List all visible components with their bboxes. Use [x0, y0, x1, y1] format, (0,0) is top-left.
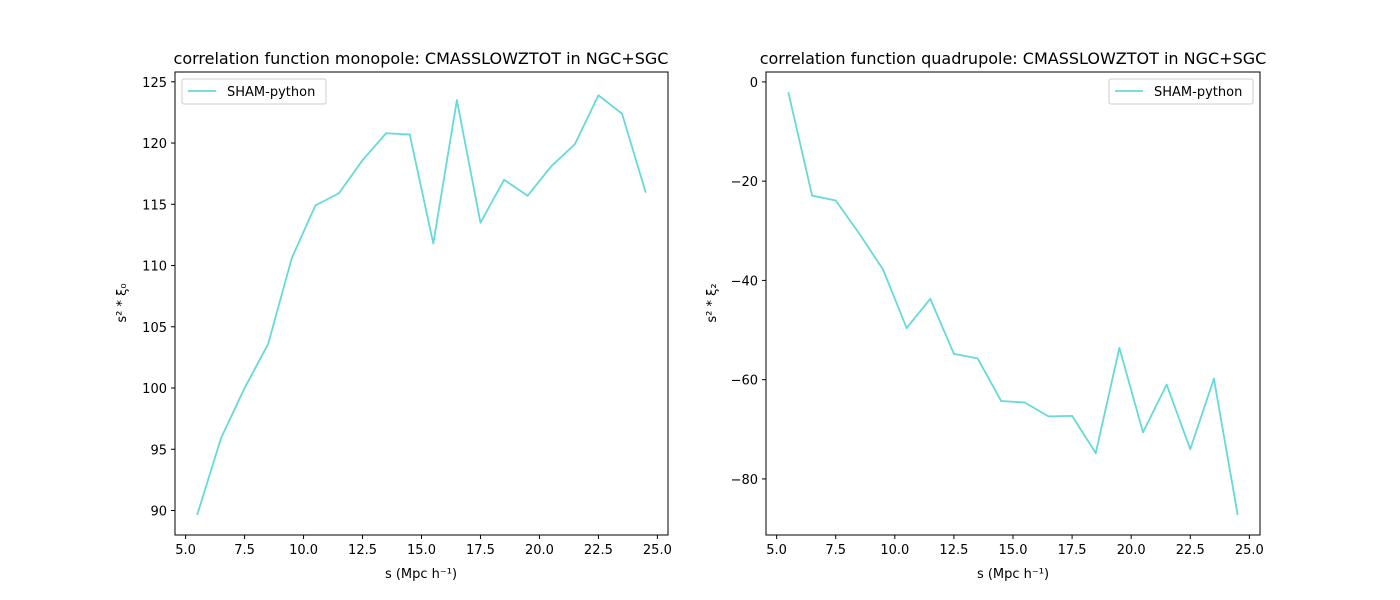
quadrupole-data-point	[976, 357, 979, 360]
monopole-panel: correlation function monopole: CMASSLOWZ…	[115, 49, 672, 582]
monopole-y-tick-label: 110	[142, 260, 167, 275]
monopole-data-point	[644, 191, 647, 193]
monopole-y-axis-label: s² * ξ₀	[115, 283, 130, 322]
quadrupole-data-point	[882, 268, 884, 271]
quadrupole-series-line	[787, 92, 1239, 515]
monopole-data-point	[597, 94, 600, 97]
monopole-y-tick-label: 105	[142, 321, 167, 336]
monopole-y-tick-label: 100	[142, 382, 167, 397]
quadrupole-y-tick-label: −20	[731, 175, 758, 190]
quadrupole-legend-label: SHAM-python	[1154, 85, 1242, 100]
monopole-legend-label: SHAM-python	[227, 85, 315, 100]
quadrupole-x-tick-label: 12.5	[939, 543, 968, 558]
quadrupole-data-point	[834, 199, 837, 202]
quadrupole-x-tick-label: 22.5	[1176, 543, 1205, 558]
monopole-x-ticks: 5.0 7.5 10.0 12.5 15.0 17.5 20.0 22.5 25.0	[175, 535, 672, 558]
monopole-y-tick-label: 90	[150, 505, 167, 520]
monopole-data-point	[573, 143, 576, 146]
monopole-data-point	[621, 112, 623, 115]
monopole-data-point	[243, 387, 246, 389]
quadrupole-y-tick-label: −60	[731, 374, 758, 389]
quadrupole-x-tick-label: 17.5	[1058, 543, 1087, 558]
quadrupole-y-ticks: 0 −20 −40 −60 −80	[731, 76, 766, 488]
quadrupole-data-point	[1142, 431, 1144, 434]
monopole-x-tick-label: 22.5	[584, 543, 613, 558]
quadrupole-x-tick-label: 10.0	[880, 543, 909, 558]
quadrupole-data-point	[1118, 347, 1121, 349]
quadrupole-axes-frame	[765, 71, 1261, 536]
quadrupole-x-tick-label: 5.0	[766, 543, 787, 558]
monopole-data-point	[526, 194, 529, 197]
quadrupole-y-tick-label: −80	[731, 473, 758, 488]
monopole-data-point	[503, 178, 505, 181]
quadrupole-panel: correlation function quadrupole: CMASSLO…	[705, 49, 1266, 582]
monopole-x-tick-label: 7.5	[234, 543, 255, 558]
quadrupole-data-point	[1165, 383, 1168, 386]
monopole-data-point	[479, 221, 482, 224]
monopole-data-point	[338, 192, 340, 195]
monopole-y-ticks: 90 95 100 105 110 115 120 125	[142, 76, 175, 520]
monopole-data-point	[455, 99, 458, 102]
monopole-data-point	[385, 132, 388, 135]
monopole-data-point	[550, 165, 553, 168]
quadrupole-data-point	[929, 297, 932, 300]
monopole-legend-box	[181, 78, 327, 105]
quadrupole-data-point	[858, 232, 861, 235]
quadrupole-x-tick-label: 7.5	[825, 543, 846, 558]
monopole-x-tick-label: 25.0	[643, 543, 672, 558]
monopole-data-point	[361, 159, 364, 162]
quadrupole-data-point	[1189, 448, 1192, 451]
monopole-legend: SHAM-python	[181, 78, 327, 105]
monopole-x-axis-label: s (Mpc h⁻¹)	[385, 567, 457, 582]
quadrupole-legend: SHAM-python	[1108, 78, 1254, 105]
monopole-data-point	[314, 204, 317, 207]
quadrupole-legend-box	[1108, 78, 1254, 105]
quadrupole-x-axis-label: s (Mpc h⁻¹)	[977, 567, 1049, 582]
monopole-axes-frame	[174, 71, 669, 536]
monopole-x-tick-label: 10.0	[289, 543, 318, 558]
monopole-data-point	[408, 133, 411, 136]
monopole-data-point	[220, 437, 222, 440]
quadrupole-y-tick-label: −40	[731, 274, 758, 289]
quadrupole-y-axis-label: s² * ξ₂	[705, 283, 720, 322]
monopole-data-point	[196, 513, 199, 516]
quadrupole-data-point	[1000, 400, 1003, 402]
monopole-y-tick-label: 115	[142, 198, 167, 213]
quadrupole-x-tick-label: 20.0	[1117, 543, 1146, 558]
quadrupole-x-ticks: 5.0 7.5 10.0 12.5 15.0 17.5 20.0 22.5 25.0	[766, 535, 1264, 558]
monopole-x-tick-label: 5.0	[175, 543, 196, 558]
quadrupole-data-point	[1071, 415, 1073, 417]
quadrupole-data-point	[953, 352, 955, 355]
monopole-y-tick-label: 125	[142, 76, 167, 91]
quadrupole-data-point	[1236, 513, 1239, 516]
monopole-y-tick-label: 95	[150, 443, 167, 458]
monopole-data-point	[432, 242, 435, 245]
monopole-y-tick-label: 120	[142, 137, 167, 152]
monopole-x-tick-label: 12.5	[348, 543, 377, 558]
quadrupole-x-tick-label: 25.0	[1235, 543, 1264, 558]
quadrupole-data-point	[1023, 401, 1026, 404]
quadrupole-data-point	[811, 194, 813, 197]
monopole-data-point	[267, 343, 270, 345]
quadrupole-data-point	[905, 327, 908, 329]
monopole-data-point	[290, 257, 293, 260]
quadrupole-data-point	[787, 91, 790, 94]
quadrupole-data-point	[1213, 377, 1215, 380]
monopole-x-tick-label: 15.0	[407, 543, 436, 558]
quadrupole-x-tick-label: 15.0	[999, 543, 1028, 558]
quadrupole-data-point	[1047, 415, 1050, 418]
monopole-title: correlation function monopole: CMASSLOWZ…	[174, 49, 669, 68]
monopole-x-tick-label: 20.0	[525, 543, 554, 558]
quadrupole-title: correlation function quadrupole: CMASSLO…	[760, 49, 1267, 68]
quadrupole-data-point	[1094, 452, 1097, 455]
quadrupole-y-tick-label: 0	[750, 76, 758, 91]
monopole-series-line	[196, 94, 647, 515]
monopole-x-tick-label: 17.5	[466, 543, 495, 558]
